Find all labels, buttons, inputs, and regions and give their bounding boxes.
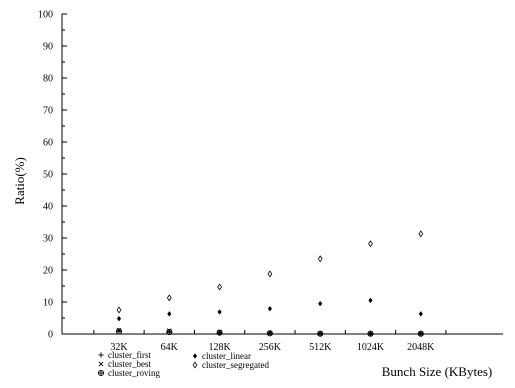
y-tick-label: 90 (43, 42, 53, 53)
point-cluster-segregated (418, 230, 424, 238)
x-tick-label: 64K (161, 342, 179, 353)
legend-label: cluster_segregated (202, 360, 269, 370)
legend-label: cluster_roving (108, 368, 160, 378)
point-cluster-linear (368, 297, 373, 304)
marker-stroke (166, 294, 172, 302)
data-points (115, 230, 424, 337)
y-tick-label: 40 (43, 202, 53, 213)
y-tick-label: 80 (43, 74, 53, 85)
marker-stroke (116, 315, 122, 322)
point-cluster-linear (418, 311, 423, 317)
point-cluster-linear (267, 305, 273, 312)
point-cluster-roving (367, 330, 374, 337)
marker-stroke (368, 240, 373, 248)
axes (61, 14, 503, 335)
x-tick-label: 128K (208, 342, 231, 353)
legend-item-cluster-linear: cluster_linear (192, 351, 251, 361)
marker-stroke (267, 305, 273, 312)
point-cluster-roving (266, 330, 273, 337)
point-cluster-linear (167, 311, 172, 317)
marker-stroke (318, 300, 323, 307)
y-tick-label: 30 (43, 234, 53, 245)
y-tick-label: 100 (38, 10, 53, 21)
marker-stroke (192, 353, 198, 359)
legend-marker (192, 361, 198, 369)
x-axis-ticks: 32K 64K 128K 256K 512K 1024K 2048K (93, 330, 447, 353)
marker-stroke (217, 283, 222, 291)
y-tick-label: 0 (48, 330, 53, 341)
x-tick-label: 2048K (407, 342, 435, 353)
legend-marker (98, 352, 104, 358)
legend-label: cluster_best (108, 359, 151, 369)
legend-marker (192, 353, 198, 359)
legend-label: cluster_linear (202, 351, 251, 361)
point-cluster-roving (317, 330, 324, 337)
marker-stroke (192, 361, 198, 369)
marker-stroke (116, 306, 122, 314)
point-cluster-roving (216, 329, 223, 336)
x-axis-label: Bunch Size (KBytes) (382, 364, 492, 379)
y-tick-label: 10 (43, 298, 53, 309)
x-tick-label: 32K (110, 342, 128, 353)
legend-marker (97, 369, 105, 377)
x-tick-label: 512K (309, 342, 332, 353)
x-tick-label: 1024K (357, 342, 385, 353)
legend-marker (98, 361, 104, 367)
marker-stroke (317, 255, 323, 263)
point-cluster-segregated (217, 283, 222, 291)
point-cluster-linear (116, 315, 122, 322)
marker-stroke (368, 297, 373, 304)
legend-item-cluster-first: cluster_first (98, 350, 151, 360)
legend-label: cluster_first (108, 350, 151, 360)
point-cluster-segregated (116, 306, 122, 314)
point-cluster-roving (417, 330, 424, 337)
x-tick-label: 256K (259, 342, 282, 353)
point-cluster-segregated (368, 240, 373, 248)
point-cluster-segregated (317, 255, 323, 263)
marker-stroke (98, 361, 104, 367)
marker-stroke (217, 309, 222, 315)
point-cluster-roving (166, 329, 173, 336)
marker-stroke (267, 270, 273, 278)
legend-item-cluster-roving: cluster_roving (97, 368, 160, 378)
point-cluster-segregated (267, 270, 273, 278)
point-cluster-linear (318, 300, 323, 307)
y-tick-label: 60 (43, 138, 53, 149)
y-axis-ticks: 0 10 20 30 40 50 60 70 80 90 100 (38, 10, 67, 341)
legend-item-cluster-best: cluster_best (98, 359, 151, 369)
y-tick-label: 50 (43, 170, 53, 181)
point-cluster-linear (217, 309, 222, 315)
marker-stroke (418, 230, 424, 238)
point-cluster-roving (115, 328, 123, 335)
y-axis-label: Ratio(%) (12, 157, 27, 205)
y-tick-label: 70 (43, 106, 53, 117)
marker-stroke (418, 311, 423, 317)
legend-item-cluster-segregated: cluster_segregated (192, 360, 269, 370)
point-cluster-segregated (166, 294, 172, 302)
marker-stroke (167, 311, 172, 317)
y-tick-label: 20 (43, 266, 53, 277)
